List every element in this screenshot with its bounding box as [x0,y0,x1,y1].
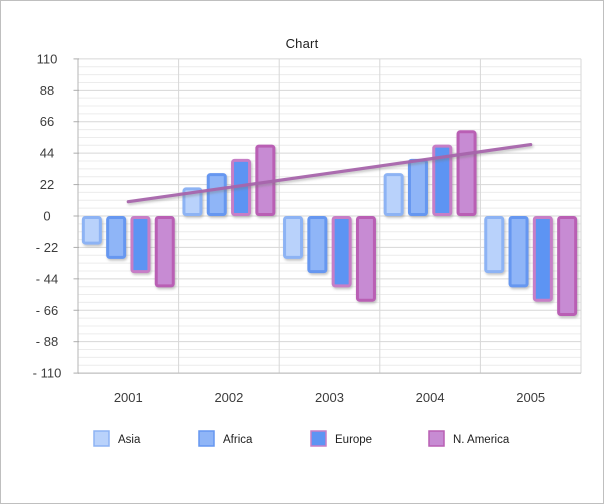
legend-item-europe[interactable]: Europe [310,430,372,447]
bar-n-america-2005[interactable] [557,216,578,316]
bar-series [81,130,578,316]
legend: Asia Africa Europe N. America [93,430,510,447]
y-axis-tick-label: 0 [43,209,50,224]
x-axis-tick-label: 2005 [516,390,545,405]
bar-asia-2003[interactable] [283,216,304,259]
y-axis-labels: 110 88 66 44 22 0 - 22 - 44 - 66 - 88 - 110 [33,51,62,380]
series-africa [106,158,529,288]
y-axis-tick-label: 44 [40,146,54,161]
x-axis-labels: 2001 2002 2003 2004 2005 [114,390,545,405]
legend-label: Europe [335,434,372,446]
legend-item-n-america[interactable]: N. America [428,430,510,447]
bar-asia-2005[interactable] [484,216,505,274]
bar-asia-2004[interactable] [383,173,404,216]
y-axis-tick-label: 110 [37,51,58,66]
bar-n-america-2003[interactable] [355,216,376,302]
series-asia [81,173,505,274]
y-axis-tick-label: - 110 [33,366,62,381]
bar-asia-2002[interactable] [182,187,203,217]
bar-africa-2003[interactable] [307,216,328,274]
y-axis-tick-label: - 88 [36,334,58,349]
x-axis-tick-label: 2002 [214,390,243,405]
bar-europe-2001[interactable] [130,216,151,274]
legend-item-africa[interactable]: Africa [198,430,253,447]
series-europe [130,144,553,302]
chart-title: Chart [285,36,319,51]
bar-asia-2001[interactable] [81,216,102,245]
x-axis-tick-label: 2003 [315,390,344,405]
bar-africa-2001[interactable] [106,216,127,259]
bar-europe-2004[interactable] [432,144,453,216]
legend-swatch [198,430,215,447]
bar-n-america-2004[interactable] [456,130,477,217]
bar-africa-2005[interactable] [508,216,529,288]
y-axis-tick-label: 88 [40,83,54,98]
legend-item-asia[interactable]: Asia [93,430,141,447]
x-axis-tick-label: 2001 [114,390,143,405]
legend-swatch [310,430,327,447]
bar-europe-2005[interactable] [532,216,553,302]
series-n-america [154,130,578,316]
y-axis-tick-label: 22 [40,177,54,192]
legend-swatch [93,430,110,447]
y-axis-tick-label: - 22 [36,240,58,255]
legend-swatch [428,430,445,447]
gridlines [73,58,582,374]
bar-europe-2003[interactable] [331,216,352,288]
x-axis-tick-label: 2004 [416,390,445,405]
trend-line[interactable] [126,142,533,204]
legend-label: Asia [118,434,141,446]
legend-label: N. America [453,434,510,446]
bar-africa-2004[interactable] [407,158,428,216]
y-axis-tick-label: 66 [40,114,54,129]
bar-africa-2002[interactable] [206,173,227,216]
y-axis-tick-label: - 44 [36,271,58,286]
bar-n-america-2001[interactable] [154,216,175,288]
legend-label: Africa [223,434,253,446]
y-axis-tick-label: - 66 [36,303,58,318]
